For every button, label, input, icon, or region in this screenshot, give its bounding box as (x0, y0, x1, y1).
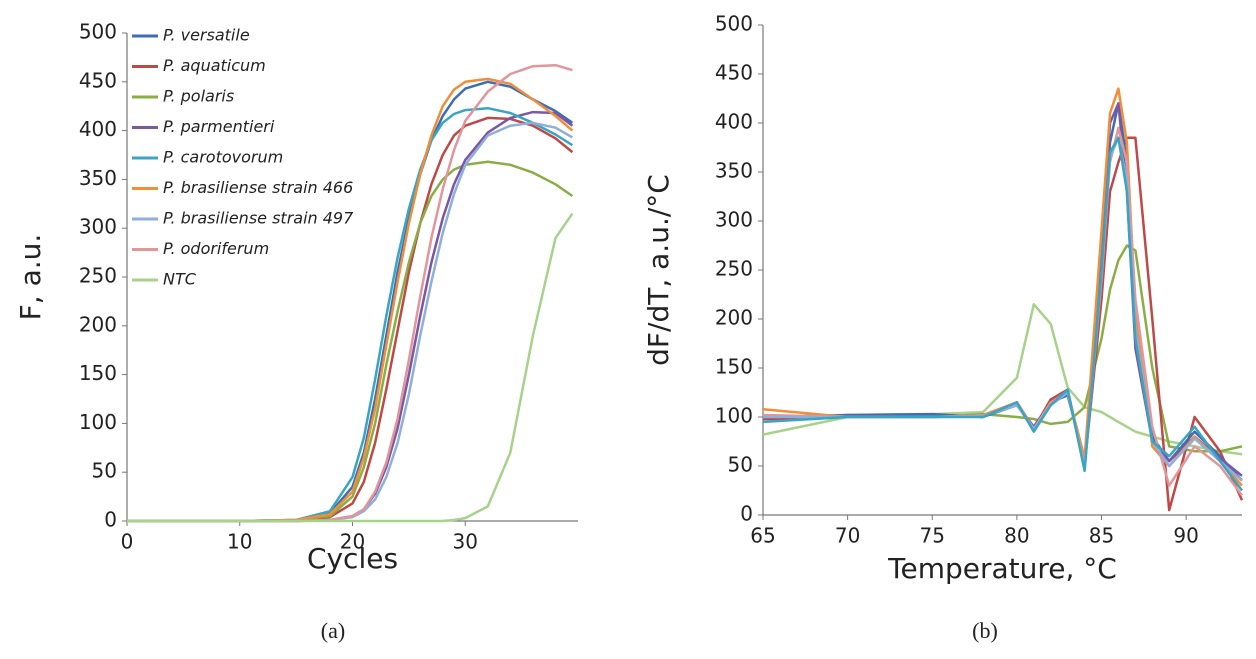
y-tick-label: 400 (715, 110, 753, 134)
x-tick-label: 75 (920, 524, 945, 548)
panel-caption: (a) (321, 618, 345, 643)
data-line (762, 102, 1243, 482)
x-tick-label: 65 (750, 524, 775, 548)
y-axis-title: dF/dT, a.u./°C (642, 174, 675, 366)
y-tick-label: 300 (715, 208, 753, 232)
x-tick-label: 20 (340, 530, 365, 554)
data-line (127, 110, 574, 523)
x-tick-label: 70 (835, 524, 860, 548)
y-tick-label: 300 (79, 215, 117, 239)
y-tick-label: 450 (715, 61, 753, 85)
x-tick-label: 0 (121, 530, 134, 554)
legend-label: P. odoriferum (163, 239, 269, 258)
data-line (127, 77, 574, 523)
y-tick-label: 100 (79, 410, 117, 434)
data-line (762, 87, 1243, 487)
y-axis-title: F, a.u. (14, 234, 47, 321)
legend-label: P. parmentieri (163, 117, 275, 136)
data-line (763, 136, 1243, 482)
panel-caption: (b) (972, 618, 998, 643)
x-tick-label: 80 (1004, 524, 1029, 548)
legend-label: P. carotovorum (163, 148, 283, 167)
x-tick-label: 85 (1089, 524, 1114, 548)
y-tick-label: 150 (79, 361, 117, 385)
legend-label: P. brasiliense strain 466 (163, 178, 353, 197)
y-tick-label: 500 (715, 12, 753, 36)
data-line (762, 136, 1244, 492)
y-tick-label: 250 (79, 264, 117, 288)
y-tick-label: 0 (740, 502, 753, 526)
y-tick-label: 100 (715, 404, 753, 428)
data-line (127, 106, 574, 523)
data-line (127, 160, 574, 523)
x-tick-label: 90 (1173, 524, 1198, 548)
legend-label: P. brasiliense strain 497 (163, 209, 354, 228)
y-tick-label: 400 (79, 117, 117, 141)
x-axis-title: Cycles (307, 542, 398, 575)
legend-label: P. polaris (163, 87, 234, 106)
data-line (762, 126, 1244, 497)
data-line (762, 303, 1243, 456)
y-tick-label: 0 (104, 508, 117, 532)
legend-label: P. versatile (163, 26, 250, 45)
x-axis-title: Temperature, °C (887, 552, 1117, 585)
data-line (127, 116, 574, 523)
legend-label: NTC (163, 270, 197, 289)
y-tick-label: 450 (79, 68, 117, 92)
legend-label: P. aquaticum (163, 56, 266, 75)
y-tick-label: 350 (79, 166, 117, 190)
data-line (127, 63, 573, 523)
y-tick-label: 250 (715, 257, 753, 281)
x-tick-label: 30 (453, 530, 478, 554)
y-tick-label: 50 (92, 459, 117, 483)
y-tick-label: 200 (715, 306, 753, 330)
y-tick-label: 150 (715, 355, 753, 379)
data-line (127, 212, 574, 523)
x-tick-label: 10 (227, 530, 252, 554)
y-tick-label: 350 (715, 159, 753, 183)
y-tick-label: 50 (728, 453, 753, 477)
y-tick-label: 200 (79, 312, 117, 336)
y-tick-label: 500 (79, 20, 117, 44)
